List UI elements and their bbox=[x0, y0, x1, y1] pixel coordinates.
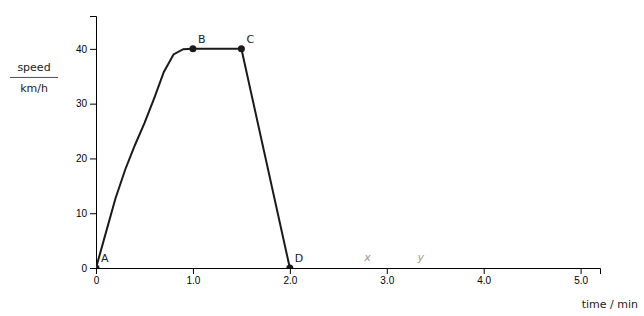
y-tick-mark bbox=[90, 49, 96, 50]
annotation: x bbox=[363, 251, 371, 264]
x-tick-mark bbox=[290, 268, 291, 274]
point bbox=[238, 45, 245, 52]
y-axis: 0 10 20 30 40 bbox=[76, 17, 97, 274]
point-label: A bbox=[101, 252, 109, 265]
x-tick-mark bbox=[484, 268, 485, 274]
marks bbox=[96, 45, 293, 268]
x-tick-label: 1.0 bbox=[186, 275, 200, 286]
y-axis-label-rule bbox=[10, 77, 58, 78]
y-axis-label-text: speed bbox=[17, 61, 50, 74]
y-axis-label: speed km/h bbox=[10, 61, 58, 95]
x-tick-label: 2.0 bbox=[283, 275, 297, 286]
y-tick-mark bbox=[90, 158, 96, 159]
x-tick-mark bbox=[193, 268, 194, 274]
y-tick: 20 bbox=[76, 153, 96, 164]
plot: 0 1.0 2.0 3.0 4.0 5.0 0 10 20 30 40 A B C Dx y time / mi… bbox=[10, 17, 638, 312]
chart: 0 1.0 2.0 3.0 4.0 5.0 0 10 20 30 40 A B C Dx y time / mi… bbox=[0, 0, 644, 316]
y-tick-label: 20 bbox=[76, 153, 88, 164]
x-tick-mark bbox=[387, 268, 388, 274]
x-tick: 1.0 bbox=[186, 268, 200, 286]
line bbox=[193, 49, 290, 268]
annotation: y bbox=[416, 251, 424, 264]
y-axis-label-unit: km/h bbox=[20, 82, 48, 95]
x-axis: 0 1.0 2.0 3.0 4.0 5.0 bbox=[94, 268, 601, 286]
y-tick-label: 10 bbox=[76, 208, 88, 219]
x-tick-label: 5.0 bbox=[574, 275, 588, 286]
y-tick-mark bbox=[90, 268, 96, 269]
x-tick: 3.0 bbox=[380, 268, 394, 286]
y-tick-label: 30 bbox=[76, 98, 88, 109]
x-tick: 0 bbox=[94, 268, 100, 286]
x-tick: 2.0 bbox=[283, 268, 297, 286]
x-tick-label: 3.0 bbox=[380, 275, 394, 286]
x-tick-label: 0 bbox=[94, 275, 100, 286]
y-tick: 10 bbox=[76, 208, 96, 219]
x-axis-label: time / min bbox=[582, 298, 638, 311]
point bbox=[286, 265, 293, 269]
y-tick: 40 bbox=[76, 44, 96, 55]
y-tick-label: 0 bbox=[81, 263, 87, 274]
point-labels: A B C D bbox=[101, 33, 303, 265]
y-tick-label: 40 bbox=[76, 44, 88, 55]
y-axis-line bbox=[90, 17, 97, 269]
x-tick-label: 4.0 bbox=[477, 275, 491, 286]
x-tick: 4.0 bbox=[477, 268, 491, 286]
x-axis-line bbox=[97, 269, 601, 275]
y-tick: 30 bbox=[76, 98, 96, 109]
x-tick-mark bbox=[581, 268, 582, 274]
point-label: D bbox=[295, 252, 303, 265]
point bbox=[96, 265, 100, 269]
y-tick-mark bbox=[90, 104, 96, 105]
line bbox=[96, 49, 193, 268]
point bbox=[189, 45, 196, 52]
y-tick-mark bbox=[90, 213, 96, 214]
x-tick: 5.0 bbox=[574, 268, 588, 286]
y-tick: 0 bbox=[81, 263, 96, 274]
point-label: C bbox=[246, 33, 254, 46]
point-label: B bbox=[198, 33, 206, 46]
